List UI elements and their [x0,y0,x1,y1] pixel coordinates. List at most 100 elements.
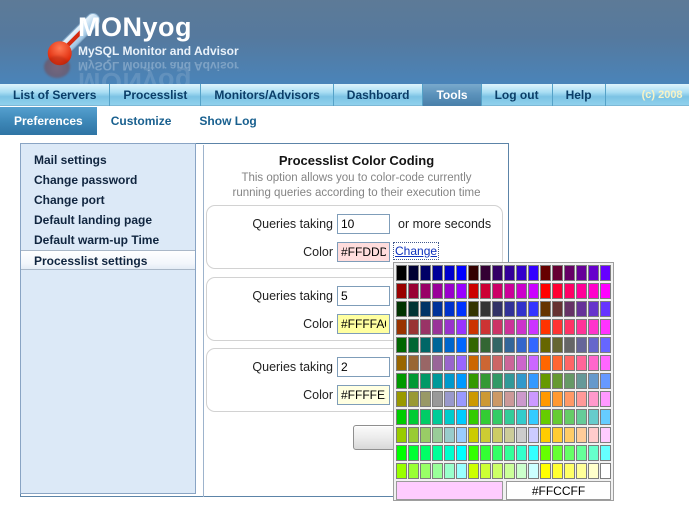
palette-swatch[interactable] [504,265,515,281]
palette-swatch[interactable] [408,283,419,299]
palette-swatch[interactable] [588,463,599,479]
palette-swatch[interactable] [528,265,539,281]
palette-swatch[interactable] [504,283,515,299]
seconds-input-3[interactable] [337,357,390,377]
palette-swatch[interactable] [516,283,527,299]
color-input-3[interactable] [337,385,390,405]
palette-swatch[interactable] [516,301,527,317]
palette-swatch[interactable] [540,337,551,353]
palette-swatch[interactable] [408,445,419,461]
palette-swatch[interactable] [564,391,575,407]
palette-swatch[interactable] [588,445,599,461]
palette-swatch[interactable] [468,319,479,335]
palette-swatch[interactable] [432,427,443,443]
palette-swatch[interactable] [480,427,491,443]
palette-swatch[interactable] [588,427,599,443]
palette-swatch[interactable] [600,427,611,443]
palette-swatch[interactable] [528,283,539,299]
palette-swatch[interactable] [432,301,443,317]
palette-swatch[interactable] [456,391,467,407]
seconds-input-1[interactable] [337,214,390,234]
palette-swatch[interactable] [528,355,539,371]
palette-swatch[interactable] [444,391,455,407]
palette-swatch[interactable] [492,301,503,317]
palette-swatch[interactable] [516,337,527,353]
palette-swatch[interactable] [540,283,551,299]
palette-swatch[interactable] [444,301,455,317]
palette-swatch[interactable] [540,445,551,461]
palette-swatch[interactable] [564,301,575,317]
palette-swatch[interactable] [444,445,455,461]
palette-swatch[interactable] [504,427,515,443]
palette-swatch[interactable] [480,445,491,461]
palette-swatch[interactable] [408,463,419,479]
subnav-item-preferences[interactable]: Preferences [0,107,97,135]
palette-swatch[interactable] [540,355,551,371]
palette-swatch[interactable] [564,445,575,461]
palette-swatch[interactable] [528,301,539,317]
palette-swatch[interactable] [492,391,503,407]
palette-swatch[interactable] [552,445,563,461]
palette-swatch[interactable] [444,319,455,335]
palette-swatch[interactable] [564,355,575,371]
palette-swatch[interactable] [492,283,503,299]
hex-color-input[interactable] [506,481,611,500]
palette-swatch[interactable] [456,283,467,299]
palette-swatch[interactable] [492,265,503,281]
palette-swatch[interactable] [576,355,587,371]
sidebar-item-change-password[interactable]: Change password [34,173,138,187]
palette-swatch[interactable] [444,355,455,371]
palette-swatch[interactable] [468,355,479,371]
palette-swatch[interactable] [432,373,443,389]
palette-swatch[interactable] [432,337,443,353]
palette-swatch[interactable] [564,463,575,479]
palette-swatch[interactable] [444,427,455,443]
palette-swatch[interactable] [432,283,443,299]
palette-swatch[interactable] [516,319,527,335]
palette-swatch[interactable] [420,427,431,443]
palette-swatch[interactable] [492,355,503,371]
palette-swatch[interactable] [504,301,515,317]
palette-swatch[interactable] [468,265,479,281]
palette-swatch[interactable] [396,355,407,371]
palette-swatch[interactable] [444,337,455,353]
palette-swatch[interactable] [588,283,599,299]
palette-swatch[interactable] [588,373,599,389]
palette-swatch[interactable] [564,283,575,299]
palette-swatch[interactable] [600,355,611,371]
palette-swatch[interactable] [480,337,491,353]
palette-swatch[interactable] [396,301,407,317]
palette-swatch[interactable] [492,319,503,335]
palette-swatch[interactable] [576,391,587,407]
palette-swatch[interactable] [432,391,443,407]
seconds-input-2[interactable] [337,286,390,306]
palette-swatch[interactable] [600,265,611,281]
palette-swatch[interactable] [396,337,407,353]
palette-swatch[interactable] [492,427,503,443]
palette-swatch[interactable] [408,265,419,281]
palette-swatch[interactable] [564,427,575,443]
palette-swatch[interactable] [516,265,527,281]
palette-swatch[interactable] [576,463,587,479]
sidebar-item-change-port[interactable]: Change port [34,193,105,207]
nav-item-log-out[interactable]: Log out [482,84,553,106]
palette-swatch[interactable] [600,391,611,407]
palette-swatch[interactable] [396,283,407,299]
palette-swatch[interactable] [600,283,611,299]
palette-swatch[interactable] [432,445,443,461]
palette-swatch[interactable] [468,373,479,389]
nav-item-processlist[interactable]: Processlist [110,84,202,106]
palette-swatch[interactable] [576,301,587,317]
palette-swatch[interactable] [504,445,515,461]
palette-swatch[interactable] [456,409,467,425]
palette-swatch[interactable] [396,391,407,407]
palette-swatch[interactable] [576,283,587,299]
palette-swatch[interactable] [576,427,587,443]
palette-swatch[interactable] [444,463,455,479]
palette-swatch[interactable] [456,355,467,371]
palette-swatch[interactable] [456,373,467,389]
palette-swatch[interactable] [492,463,503,479]
nav-item-dashboard[interactable]: Dashboard [334,84,424,106]
palette-swatch[interactable] [420,319,431,335]
palette-swatch[interactable] [444,265,455,281]
